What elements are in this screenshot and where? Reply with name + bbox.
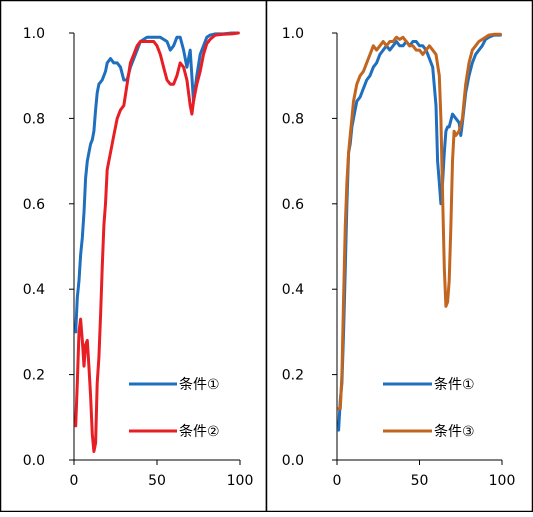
series-line-2 xyxy=(337,32,502,411)
y-tick-label: 0.2 xyxy=(282,368,304,384)
y-tick-label: 0.4 xyxy=(23,282,45,298)
right-chart-panel: 0.0 0.2 0.4 0.6 0.8 1.0 0 50 100 条件① 条件③ xyxy=(282,26,516,489)
y-tick-label: 0.2 xyxy=(23,368,45,384)
y-tick-label: 0.0 xyxy=(23,453,45,469)
x-tick-label: 100 xyxy=(227,473,254,489)
legend-label-1: 条件① xyxy=(179,376,220,393)
y-tick-label: 0.0 xyxy=(282,453,304,469)
right-panel-border xyxy=(265,0,533,513)
x-tick-label: 0 xyxy=(70,473,79,489)
legend-label-2: 条件② xyxy=(179,423,220,440)
y-tick-label: 1.0 xyxy=(23,26,45,42)
y-tick-label: 0.4 xyxy=(282,282,304,298)
x-tick-label: 50 xyxy=(411,473,429,489)
x-tick-label: 100 xyxy=(489,473,516,489)
legend-label-2: 条件③ xyxy=(434,423,475,440)
y-tick-label: 0.6 xyxy=(23,197,45,213)
y-tick-label: 0.8 xyxy=(282,111,304,127)
series-line-2 xyxy=(74,31,240,453)
legend-label-1: 条件① xyxy=(434,376,475,393)
y-tick-label: 0.8 xyxy=(23,111,45,127)
x-tick-label: 50 xyxy=(148,473,166,489)
y-tick-label: 0.6 xyxy=(282,197,304,213)
x-tick-label: 0 xyxy=(333,473,342,489)
y-tick-label: 1.0 xyxy=(282,26,304,42)
left-chart-panel: 0.0 0.2 0.4 0.6 0.8 1.0 0 50 100 条件① 条件② xyxy=(23,26,254,489)
left-panel-border xyxy=(0,0,268,513)
